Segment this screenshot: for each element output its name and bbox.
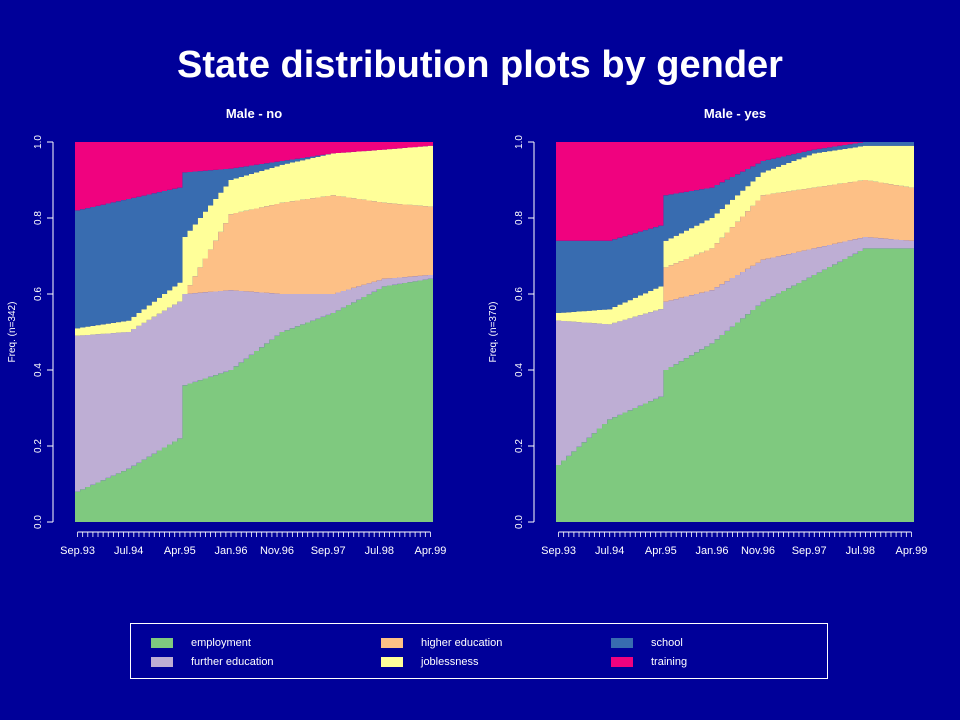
panel-title: Male - yes [704, 106, 766, 121]
x-tick-label: Sep.93 [541, 545, 576, 557]
legend-swatch-further-education [151, 657, 173, 667]
y-tick-label: 0.6 [33, 287, 44, 301]
y-tick-label: 0.0 [33, 515, 44, 529]
legend-label-school: school [651, 637, 683, 649]
area-training [556, 142, 914, 241]
y-tick-label: 1.0 [514, 135, 525, 149]
legend-swatch-employment [151, 638, 173, 648]
legend: employment further education higher educ… [130, 623, 828, 679]
legend-label-further-education: further education [191, 656, 274, 668]
legend-label-employment: employment [191, 637, 251, 649]
panel-title: Male - no [226, 106, 282, 121]
legend-item-higher-education: higher education [381, 636, 502, 650]
area-higher-education [556, 180, 914, 325]
legend-item-school: school [611, 636, 683, 650]
y-axis-label: Freq. (n=370) [488, 302, 499, 363]
chart-panel-1: Male - no 0.0 0.2 0.4 0.6 0.8 1.0 Freq. (n=342)… [7, 106, 446, 557]
x-tick-label: Jul.94 [595, 545, 624, 557]
y-axis-label: Freq. (n=342) [7, 302, 18, 363]
x-tick-label: Apr.95 [645, 545, 677, 557]
y-tick-label: 0.4 [33, 363, 44, 377]
slide-title: State distribution plots by gender [177, 44, 783, 86]
y-tick-label: 0.6 [514, 287, 525, 301]
y-tick-label: 0.8 [33, 211, 44, 225]
area-school [75, 145, 433, 329]
area-joblessness [556, 145, 914, 325]
y-tick-label: 0.0 [514, 515, 525, 529]
x-tick-label: Nov.96 [741, 545, 775, 557]
x-tick-label: Jan.96 [214, 545, 247, 557]
x-tick-label: Sep.93 [60, 545, 95, 557]
y-tick-label: 1.0 [33, 135, 44, 149]
x-tick-label: Sep.97 [311, 545, 346, 557]
legend-item-training: training [611, 655, 687, 669]
area-higher-education [75, 195, 433, 336]
legend-label-training: training [651, 656, 688, 668]
x-tick-label: Jul.94 [114, 545, 143, 557]
y-tick-label: 0.2 [514, 439, 525, 453]
area-school [556, 142, 914, 313]
legend-item-joblessness: joblessness [381, 655, 478, 669]
legend-swatch-training [611, 657, 633, 667]
legend-label-higher-education: higher education [421, 637, 503, 649]
legend-item-further-education: further education [151, 655, 274, 669]
y-tick-label: 0.2 [33, 439, 44, 453]
legend-label-joblessness: joblessness [421, 656, 479, 668]
y-tick-label: 0.8 [514, 211, 525, 225]
x-tick-label: Jan.96 [695, 545, 728, 557]
area-employment [556, 248, 914, 522]
chart-panel-2: Male - yes 0.0 0.2 0.4 0.6 0.8 1.0 Freq. (n=370… [488, 106, 927, 557]
legend-swatch-higher-education [381, 638, 403, 648]
x-tick-label: Apr.95 [164, 545, 196, 557]
x-tick-label: Jul.98 [846, 545, 875, 557]
legend-item-employment: employment [151, 636, 251, 650]
area-further-education [75, 275, 433, 492]
y-tick-label: 0.4 [514, 363, 525, 377]
x-tick-label: Jul.98 [365, 545, 394, 557]
legend-swatch-joblessness [381, 657, 403, 667]
area-training [75, 142, 433, 211]
area-further-education [556, 237, 914, 465]
x-tick-label: Sep.97 [792, 545, 827, 557]
x-tick-label: Nov.96 [260, 545, 294, 557]
area-employment [75, 278, 433, 522]
x-tick-label: Apr.99 [896, 545, 928, 557]
legend-swatch-school [611, 638, 633, 648]
area-joblessness [75, 145, 433, 336]
x-tick-label: Apr.99 [415, 545, 447, 557]
